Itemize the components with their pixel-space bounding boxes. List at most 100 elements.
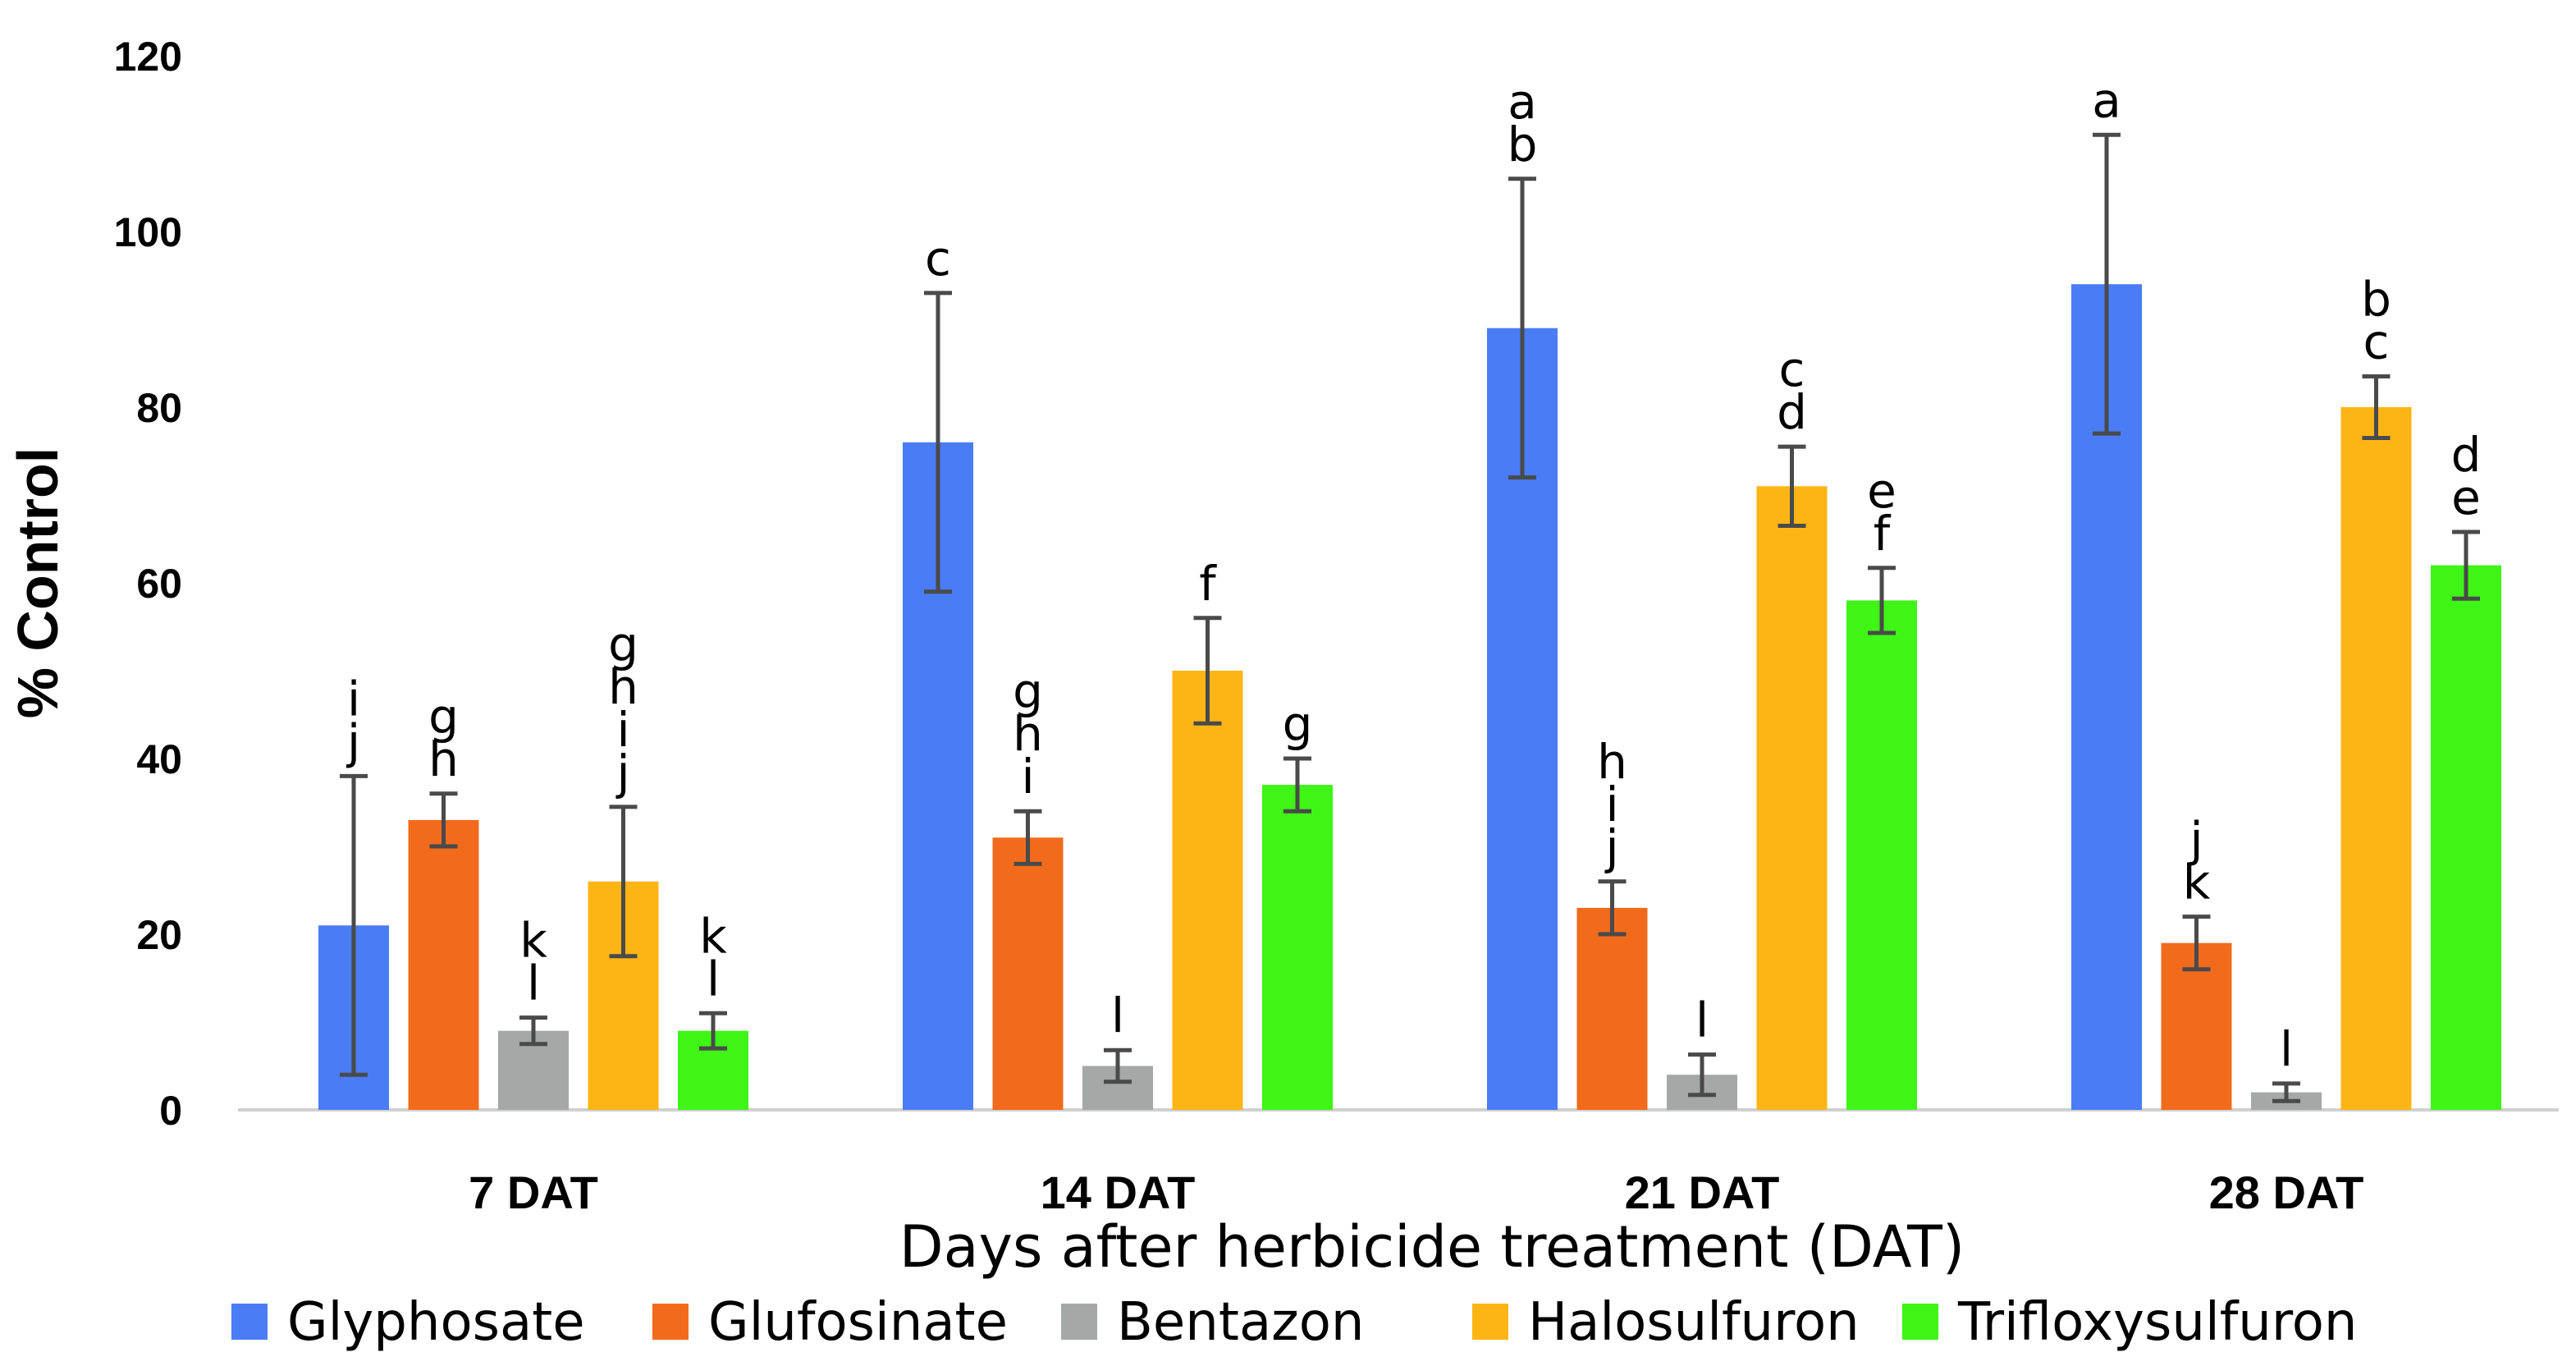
error-bar <box>1688 1052 1716 1098</box>
error-bar <box>429 791 458 849</box>
significance-letter: b <box>2361 272 2391 328</box>
error-bar <box>1508 176 1536 480</box>
y-axis-title: % Control <box>6 447 70 719</box>
legend-swatch <box>1902 1304 1938 1340</box>
significance-letter: j <box>345 713 360 769</box>
significance-letter: c <box>1779 342 1805 397</box>
y-tick-label: 60 <box>136 561 182 607</box>
significance-letter: h <box>428 731 459 787</box>
significance-letter: j <box>2188 812 2203 868</box>
error-bar <box>340 773 368 1077</box>
significance-letter: b <box>1508 117 1538 172</box>
bar-series <box>318 284 2501 1110</box>
x-axis-ticks: 7 DAT 14 DAT 21 DAT 28 DAT <box>469 1167 2363 1218</box>
error-bar <box>2093 132 2121 436</box>
significance-letter: i <box>1605 777 1618 832</box>
y-tick-label: 0 <box>159 1088 182 1134</box>
significance-letter: d <box>2451 427 2482 483</box>
y-tick-label: 120 <box>114 34 182 80</box>
significance-letter: k <box>699 908 727 964</box>
x-tick-label: 21 DAT <box>1625 1167 1780 1218</box>
significance-letter: g <box>1013 663 1043 719</box>
legend-item: Glufosinate <box>652 1292 1008 1353</box>
legend-label: Halosulfuron <box>1528 1292 1860 1353</box>
bar <box>1756 486 1828 1110</box>
y-axis-ticks: 0 20 40 60 80 100 120 <box>114 34 182 1134</box>
significance-letter: f <box>1874 506 1892 562</box>
significance-letter: i <box>616 702 629 758</box>
bar <box>2431 565 2501 1110</box>
significance-letter: k <box>2183 855 2211 910</box>
significance-letter: g <box>428 689 459 745</box>
legend-label: Trifloxysulfuron <box>1957 1292 2357 1353</box>
bar <box>1576 907 1648 1110</box>
significance-letter: c <box>2363 314 2390 370</box>
significance-letter: l <box>1111 988 1124 1043</box>
x-axis-title: Days after herbicide treatment (DAT) <box>899 1213 1965 1281</box>
error-bars <box>340 132 2480 1103</box>
legend-swatch <box>231 1304 268 1340</box>
significance-letter: d <box>1777 384 1807 440</box>
error-bar <box>519 1015 547 1047</box>
error-bar <box>1193 616 1222 726</box>
legend-swatch <box>1061 1304 1097 1340</box>
error-bar <box>1013 809 1042 866</box>
significance-letter: f <box>1199 556 1217 612</box>
x-tick-label: 7 DAT <box>469 1167 598 1218</box>
y-tick-label: 80 <box>136 385 182 431</box>
legend: Glyphosate Glufosinate Bentazon Halosulfuro… <box>231 1292 2357 1353</box>
error-bar <box>1778 444 1806 528</box>
significance-letter: h <box>608 659 638 715</box>
bar <box>1262 785 1333 1110</box>
error-bar <box>699 1011 727 1051</box>
significance-letter: g <box>608 617 638 672</box>
significance-letter: e <box>1867 463 1897 519</box>
error-bar <box>609 804 638 959</box>
legend-item: Bentazon <box>1061 1292 1364 1353</box>
x-tick-label: 28 DAT <box>2209 1167 2364 1218</box>
significance-letter: i <box>347 671 360 727</box>
error-bar <box>1283 756 1311 814</box>
bar <box>408 819 479 1110</box>
significance-letter: l <box>2280 1021 2293 1077</box>
bar <box>2340 407 2412 1110</box>
error-bar <box>2182 914 2211 972</box>
legend-label: Glufosinate <box>708 1292 1008 1353</box>
significance-letter: l <box>1695 992 1709 1048</box>
significance-letter: c <box>925 231 951 286</box>
x-tick-label: 14 DAT <box>1041 1167 1196 1218</box>
legend-item: Trifloxysulfuron <box>1902 1292 2357 1353</box>
error-bar <box>1104 1047 1132 1084</box>
significance-letter: h <box>1597 734 1627 790</box>
error-bar <box>924 291 952 594</box>
significance-letter: l <box>527 956 540 1011</box>
legend-label: Glyphosate <box>287 1292 585 1353</box>
significance-letter: e <box>2451 470 2481 525</box>
significance-letter: j <box>1604 819 1618 875</box>
significance-letter: l <box>707 951 720 1006</box>
error-bar <box>2452 529 2480 601</box>
legend-swatch <box>1472 1304 1508 1340</box>
legend-item: Halosulfuron <box>1472 1292 1860 1353</box>
legend-label: Bentazon <box>1117 1292 1364 1353</box>
legend-swatch <box>652 1304 689 1340</box>
legend-item: Glyphosate <box>231 1292 585 1353</box>
significance-letter: a <box>2092 72 2121 128</box>
bar <box>1846 600 1917 1110</box>
significance-letter: a <box>1508 74 1537 130</box>
error-bar <box>2272 1081 2300 1103</box>
error-bar <box>1598 879 1627 937</box>
error-bar <box>2362 374 2391 440</box>
y-tick-label: 40 <box>136 736 182 782</box>
significance-letter: i <box>1021 749 1034 804</box>
significance-letter: k <box>519 913 547 969</box>
significance-letter: j <box>615 745 629 800</box>
significance-letter: h <box>1013 706 1043 762</box>
significance-letter: g <box>1283 696 1313 752</box>
y-tick-label: 100 <box>114 209 182 255</box>
bar <box>1172 671 1243 1110</box>
error-bar <box>1868 566 1896 635</box>
y-tick-label: 20 <box>136 912 182 958</box>
